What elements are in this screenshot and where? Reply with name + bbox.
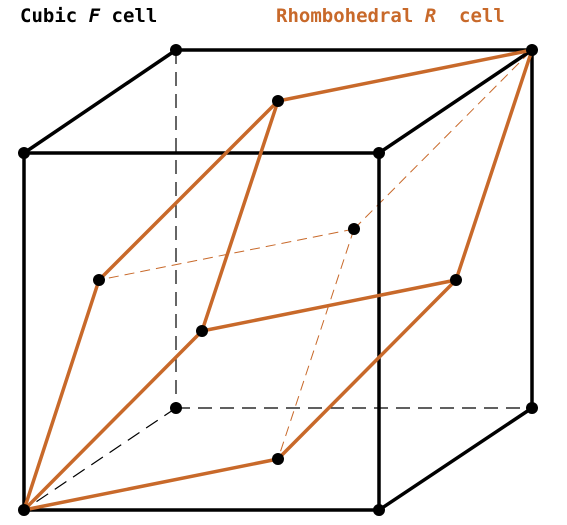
lattice-point bbox=[196, 325, 208, 337]
lattice-point bbox=[526, 402, 538, 414]
cubic-cell-label: Cubic F cell bbox=[20, 4, 157, 28]
cubic-hidden-edges bbox=[23, 50, 532, 511]
rhombohedral-edge bbox=[97, 99, 280, 282]
cubic-label-suffix: cell bbox=[100, 5, 158, 27]
rhombohedral-edge bbox=[200, 278, 458, 333]
rhombohedral-edge bbox=[200, 99, 280, 333]
cubic-label-symbol: F bbox=[88, 5, 101, 27]
rhombohedral-label-symbol: R bbox=[424, 5, 437, 27]
rhombohedral-hidden-edge bbox=[353, 49, 533, 230]
lattice-point bbox=[93, 274, 105, 286]
rhombohedral-cell-label: Rhombohedral R cell bbox=[276, 4, 505, 28]
rhombohedral-edge bbox=[276, 48, 534, 103]
rhombohedral-visible-edges bbox=[22, 48, 534, 512]
lattice-point bbox=[450, 274, 462, 286]
cubic-hidden-edge bbox=[23, 407, 177, 511]
lattice-points bbox=[18, 44, 538, 516]
lattice-point bbox=[348, 223, 360, 235]
rhombohedral-hidden-edges bbox=[98, 49, 533, 460]
rhombohedral-label-suffix: cell bbox=[436, 5, 505, 27]
rhombohedral-hidden-edge bbox=[277, 228, 355, 460]
lattice-point bbox=[170, 402, 182, 414]
rhombohedral-edge bbox=[22, 457, 280, 512]
rhombohedral-edge bbox=[454, 48, 534, 282]
rhombohedral-edge bbox=[22, 278, 101, 512]
lattice-point bbox=[272, 95, 284, 107]
cubic-visible-edges bbox=[22, 48, 534, 512]
lattice-point bbox=[170, 44, 182, 56]
lattice-point bbox=[18, 147, 30, 159]
lattice-point bbox=[373, 504, 385, 516]
lattice-point bbox=[373, 147, 385, 159]
rhombohedral-edge bbox=[22, 329, 204, 512]
cubic-edge bbox=[377, 406, 534, 512]
cubic-edge bbox=[22, 48, 178, 155]
lattice-point bbox=[18, 504, 30, 516]
lattice-point bbox=[272, 453, 284, 465]
rhombohedral-edge bbox=[276, 278, 458, 461]
cubic-label-prefix: Cubic bbox=[20, 5, 89, 27]
lattice-point bbox=[526, 44, 538, 56]
rhombohedral-label-prefix: Rhombohedral bbox=[276, 5, 425, 27]
cubic-edge bbox=[377, 48, 534, 155]
